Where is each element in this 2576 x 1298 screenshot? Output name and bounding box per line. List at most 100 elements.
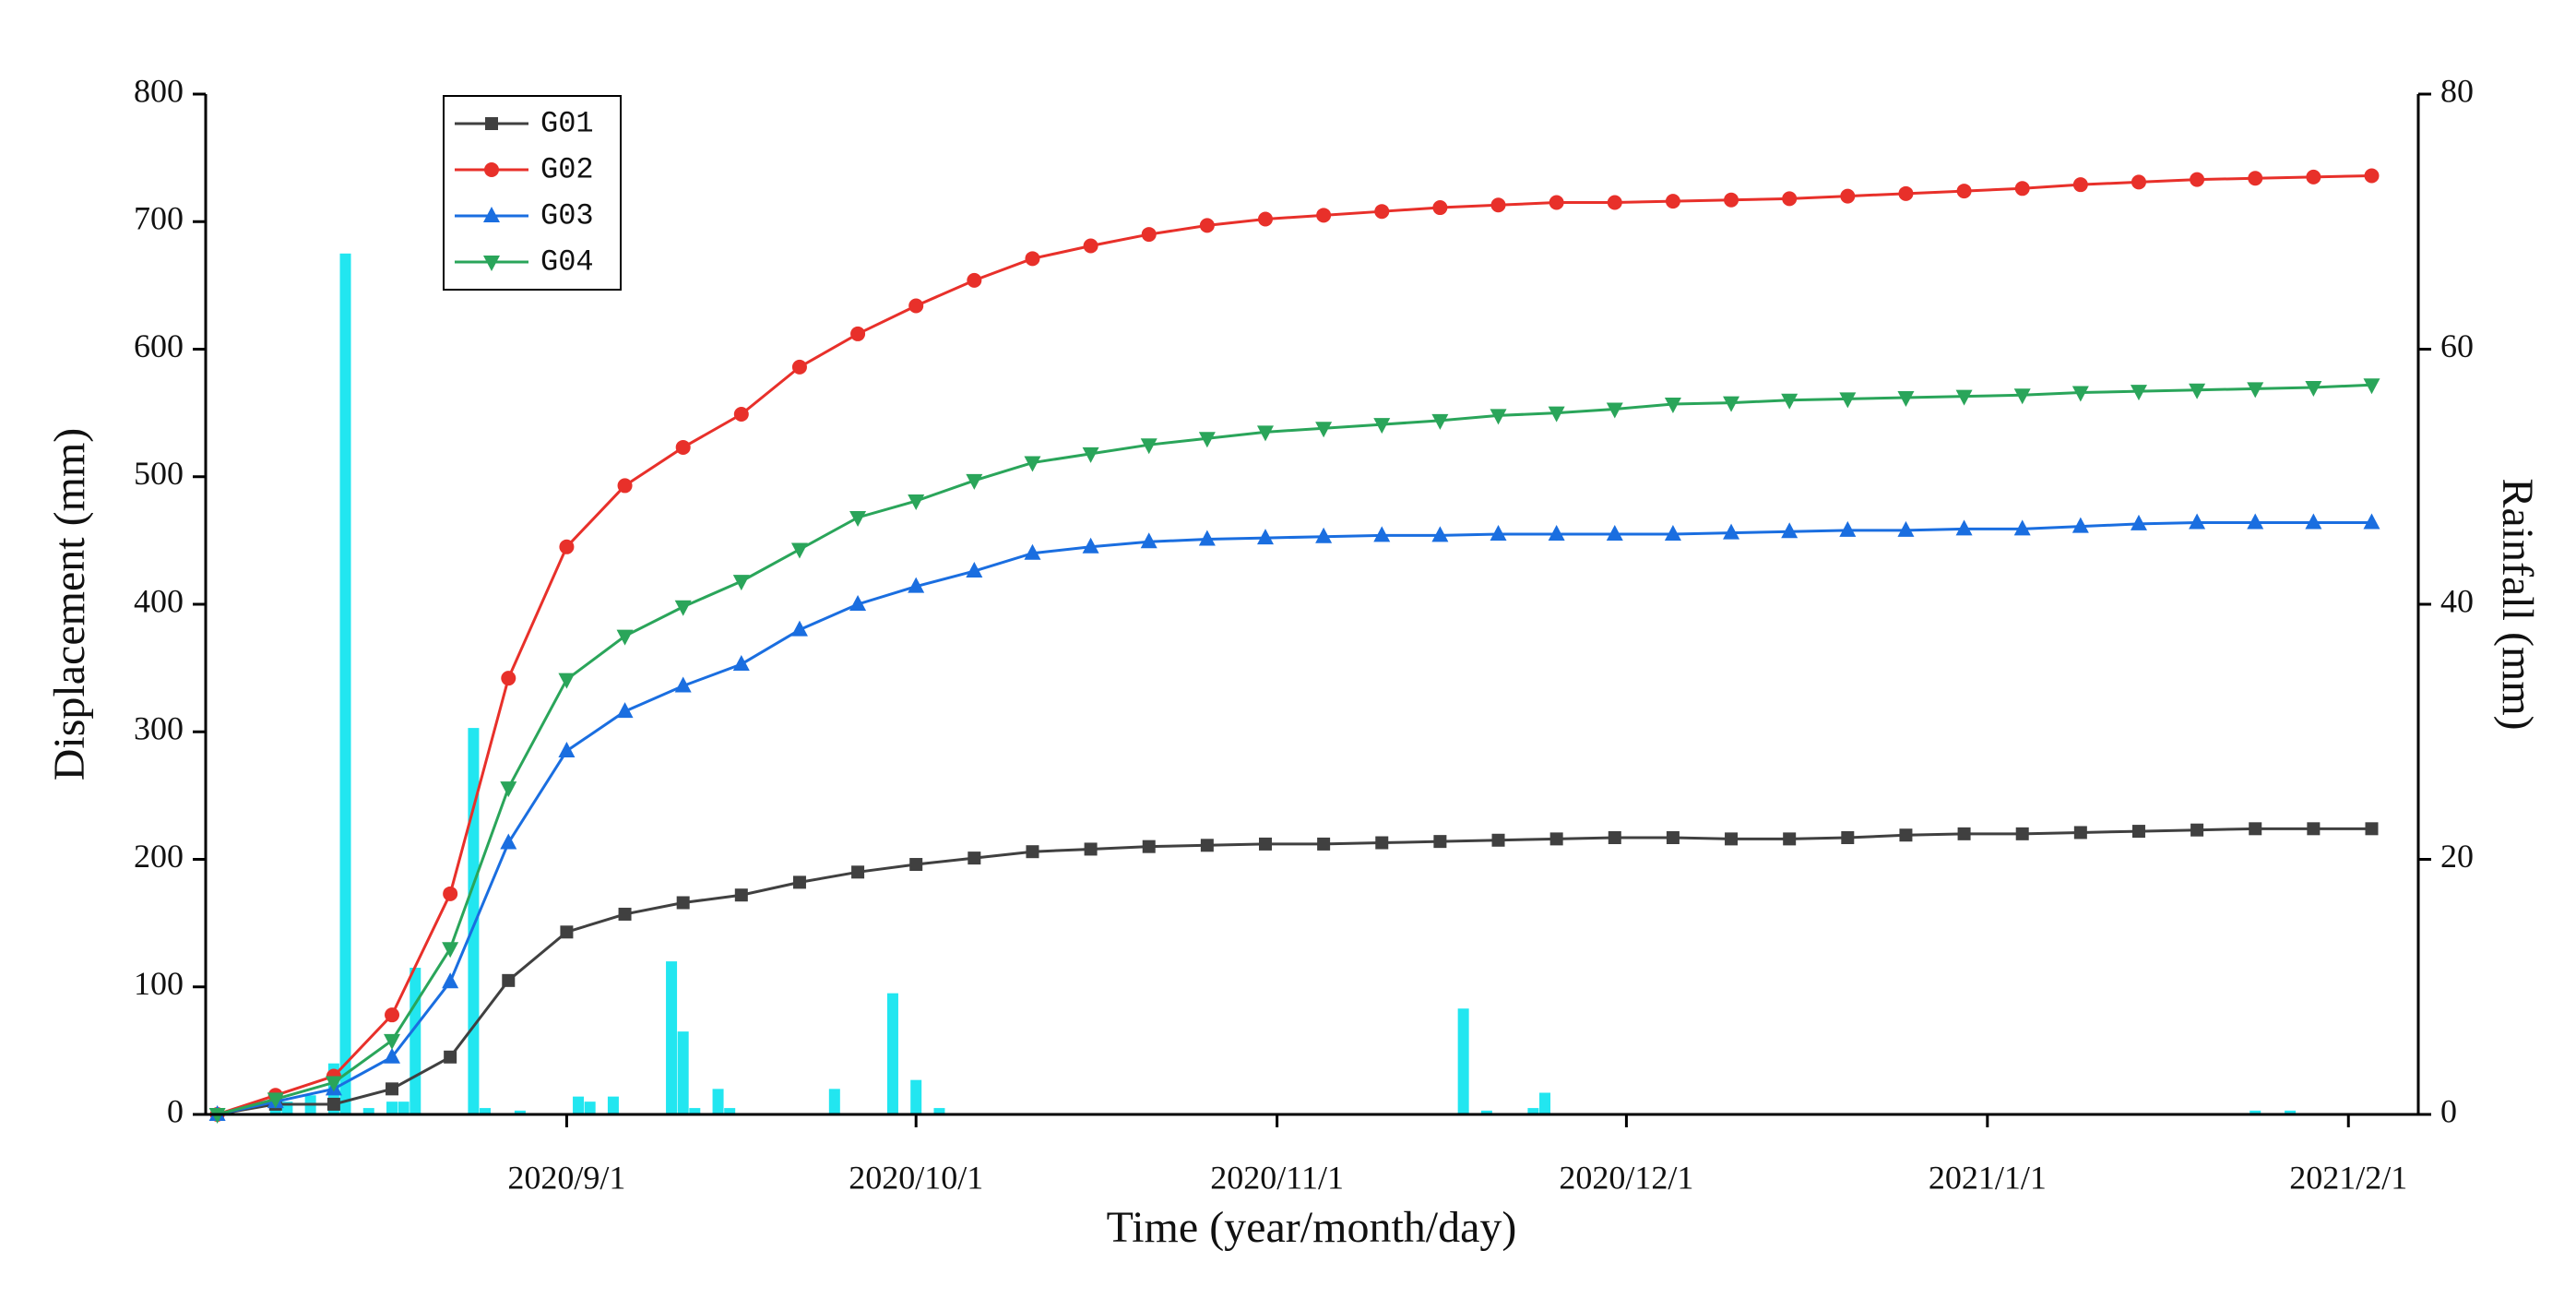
rain-bar bbox=[886, 993, 898, 1114]
y2-tick-label: 80 bbox=[2440, 72, 2474, 109]
marker bbox=[1899, 828, 1913, 842]
marker bbox=[1781, 522, 1798, 539]
marker bbox=[1374, 204, 1390, 220]
marker bbox=[1490, 197, 1506, 213]
marker bbox=[2365, 822, 2379, 836]
marker bbox=[1140, 532, 1157, 549]
marker bbox=[483, 256, 500, 271]
marker bbox=[1316, 208, 1332, 223]
marker bbox=[1723, 396, 1740, 412]
marker bbox=[732, 654, 750, 671]
rain-bar bbox=[584, 1102, 596, 1114]
marker bbox=[1082, 447, 1099, 463]
rain-bar bbox=[910, 1079, 922, 1114]
y2-axis-title: Rainfall (mm) bbox=[2493, 478, 2542, 730]
marker bbox=[1200, 839, 1214, 852]
marker bbox=[1665, 194, 1680, 209]
marker bbox=[849, 510, 867, 527]
rain-bar bbox=[386, 1102, 398, 1114]
x-tick-label: 2021/1/1 bbox=[1929, 1159, 2047, 1196]
marker bbox=[732, 575, 750, 591]
marker bbox=[1317, 837, 1331, 851]
rain-bar bbox=[2250, 1110, 2261, 1114]
rain-bar bbox=[689, 1108, 701, 1114]
marker bbox=[1025, 251, 1040, 267]
rain-bar bbox=[933, 1108, 945, 1114]
marker bbox=[1491, 833, 1505, 847]
y-tick-label: 200 bbox=[134, 838, 184, 875]
marker bbox=[1725, 832, 1739, 846]
marker bbox=[616, 629, 634, 646]
rain-bar bbox=[1527, 1108, 1539, 1114]
marker bbox=[1084, 842, 1098, 856]
rain-bar bbox=[607, 1096, 619, 1114]
marker bbox=[2131, 825, 2145, 839]
marker bbox=[558, 673, 576, 689]
x-tick-label: 2020/11/1 bbox=[1210, 1159, 1344, 1196]
marker bbox=[326, 1097, 340, 1111]
marker bbox=[1431, 413, 1449, 430]
marker bbox=[1840, 188, 1856, 204]
marker bbox=[483, 207, 500, 222]
marker bbox=[1548, 524, 1565, 541]
marker bbox=[384, 1033, 401, 1050]
marker bbox=[908, 577, 925, 593]
marker bbox=[1723, 523, 1740, 540]
y-tick-label: 0 bbox=[167, 1092, 184, 1129]
marker bbox=[1373, 418, 1391, 435]
marker bbox=[500, 833, 517, 850]
marker bbox=[674, 676, 692, 693]
marker bbox=[1608, 830, 1621, 844]
marker bbox=[1724, 192, 1739, 208]
marker bbox=[618, 907, 632, 921]
marker bbox=[1199, 218, 1215, 233]
y-tick-label: 100 bbox=[134, 965, 184, 1002]
rain-bar bbox=[1539, 1092, 1551, 1114]
rain-bar bbox=[410, 968, 421, 1114]
rain-bar bbox=[2285, 1110, 2297, 1114]
marker bbox=[1256, 425, 1274, 442]
marker bbox=[966, 562, 983, 578]
marker bbox=[559, 539, 575, 554]
rain-bar bbox=[573, 1096, 585, 1114]
marker bbox=[1839, 520, 1857, 537]
marker bbox=[2248, 171, 2263, 186]
marker bbox=[2363, 513, 2380, 530]
y-tick-label: 300 bbox=[134, 710, 184, 747]
marker bbox=[1781, 393, 1798, 410]
plot-layer bbox=[208, 168, 2380, 1124]
x-tick-label: 2020/12/1 bbox=[1559, 1159, 1693, 1196]
series-line bbox=[217, 173, 2372, 1116]
marker bbox=[385, 1007, 400, 1023]
marker bbox=[849, 595, 867, 611]
marker bbox=[1024, 456, 1041, 472]
marker bbox=[2131, 174, 2146, 190]
series-line bbox=[217, 827, 2372, 1116]
marker bbox=[1375, 836, 1389, 850]
marker bbox=[444, 1050, 457, 1064]
marker bbox=[1783, 832, 1797, 846]
rain-bar bbox=[724, 1108, 736, 1114]
legend-label: G04 bbox=[540, 244, 594, 279]
marker bbox=[851, 865, 865, 879]
marker bbox=[617, 478, 633, 494]
marker bbox=[2130, 385, 2147, 401]
y2-tick-label: 20 bbox=[2440, 838, 2474, 875]
marker bbox=[1431, 526, 1449, 542]
marker bbox=[1258, 837, 1272, 851]
rain-bar bbox=[398, 1102, 410, 1114]
rain-bar bbox=[666, 961, 678, 1114]
y-tick-label: 500 bbox=[134, 455, 184, 492]
marker bbox=[2071, 386, 2089, 402]
marker bbox=[560, 925, 574, 939]
marker bbox=[1257, 211, 1273, 227]
marker bbox=[909, 858, 923, 872]
marker bbox=[733, 407, 749, 423]
rain-bar bbox=[362, 1108, 374, 1114]
marker bbox=[850, 326, 866, 341]
series-line bbox=[217, 521, 2372, 1116]
marker bbox=[485, 117, 498, 130]
x-tick-label: 2021/2/1 bbox=[2289, 1159, 2407, 1196]
marker bbox=[2013, 388, 2031, 405]
